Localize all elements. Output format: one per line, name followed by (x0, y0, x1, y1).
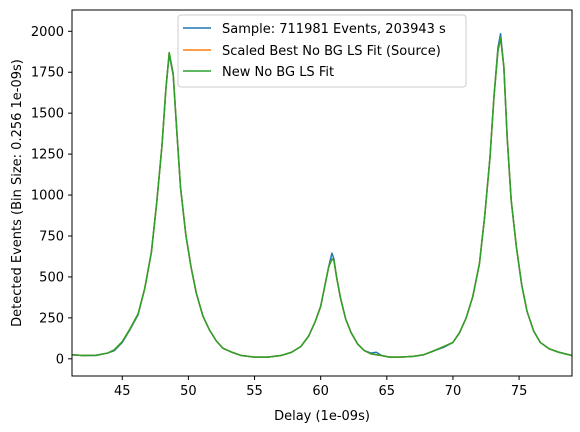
legend-label-sample: Sample: 711981 Events, 203943 s (222, 22, 446, 37)
y-tick-label: 1000 (31, 189, 64, 204)
x-tick-label: 65 (379, 384, 396, 399)
y-tick-label: 0 (56, 352, 64, 367)
legend-box (177, 14, 467, 88)
y-tick-label: 750 (39, 229, 64, 244)
y-tick-label: 500 (39, 270, 64, 285)
legend-label-new-fit: New No BG LS Fit (222, 65, 334, 80)
y-tick-label: 1250 (31, 148, 64, 163)
legend: Sample: 711981 Events, 203943 s Scaled B… (177, 14, 467, 88)
legend-label-scaled-fit: Scaled Best No BG LS Fit (Source) (222, 44, 441, 59)
plot-area-frame (71, 9, 573, 377)
x-tick-label: 55 (246, 384, 263, 399)
x-tick-label: 50 (180, 384, 197, 399)
y-tick-label: 2000 (31, 25, 64, 40)
series-layer (72, 32, 572, 358)
y-axis-label: Detected Events (Bin Size: 0.256 1e-09s) (10, 59, 25, 327)
x-axis-label: Delay (1e-09s) (274, 409, 370, 424)
x-tick-label: 70 (445, 384, 462, 399)
y-tick-label: 250 (39, 311, 64, 326)
y-tick-label: 1750 (31, 66, 64, 81)
x-tick-label: 75 (511, 384, 528, 399)
y-tick-label: 1500 (31, 107, 64, 122)
series-line-2 (72, 37, 572, 358)
x-tick-label: 45 (114, 384, 131, 399)
ticks-layer: 45 50 55 60 65 70 7502505007501000125015001750… (31, 25, 527, 399)
x-tick-label: 60 (312, 384, 329, 399)
